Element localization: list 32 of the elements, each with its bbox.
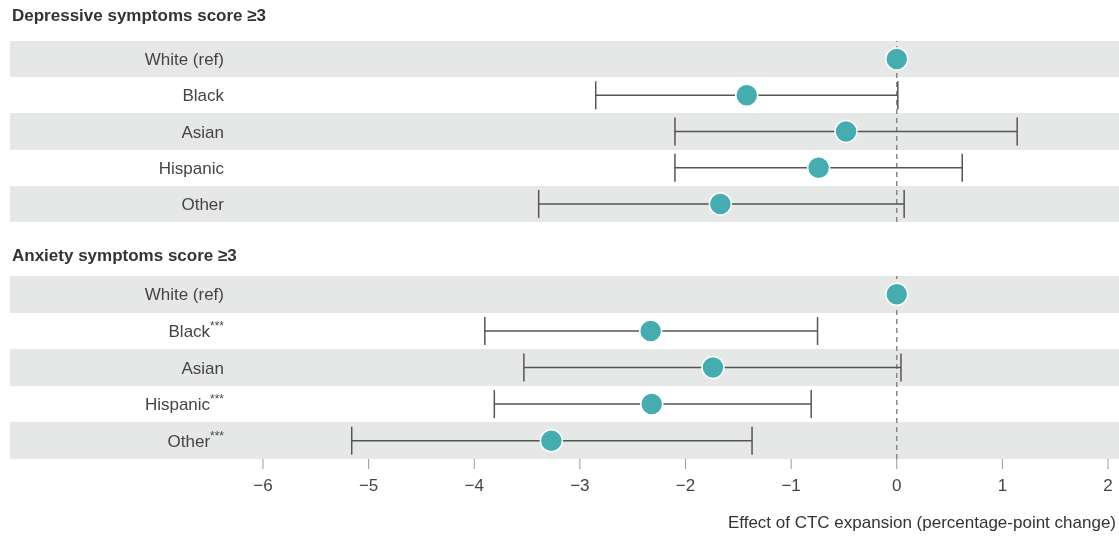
point [708,192,733,216]
y-tick-label: Hispanic [158,158,225,178]
point [638,319,663,343]
y-tick-label: White (ref) [144,50,224,70]
point [639,392,664,416]
point [806,155,831,180]
text: Anxiety symptoms score ≥3 [12,246,237,266]
y-tick-label: White (ref) [144,285,224,305]
x-axis-title: Effect of CTC expansion (percentage-point change) [727,513,1116,533]
y-tick-label: Other [181,194,225,214]
y-tick-label: Hispanic$^{***}$ [144,392,225,415]
x-tick-label: −5 [358,476,379,496]
y-tick-label: Asian [181,122,224,142]
y-tick-label: Black$^{***}$ [168,318,225,341]
point [885,47,909,71]
point [885,282,909,307]
point [539,428,564,453]
y-tick-label: Other$^{***}$ [167,428,225,451]
x-tick-label: 2 [1103,476,1113,496]
x-tick-label: −2 [675,476,696,496]
point [834,119,858,144]
x-tick-label: 0 [892,476,902,496]
x-tick-label: −3 [570,476,590,496]
x-tick-label: −1 [781,476,801,496]
point [735,83,759,108]
point [701,355,725,380]
y-tick-label: Asian [181,358,224,378]
x-tick-label: −6 [253,476,273,496]
x-tick-label: −4 [464,476,484,496]
chart-title: Depressive symptoms score ≥3 [12,6,267,26]
y-tick-label: Black [182,86,225,106]
x-tick-label: 1 [997,476,1008,496]
